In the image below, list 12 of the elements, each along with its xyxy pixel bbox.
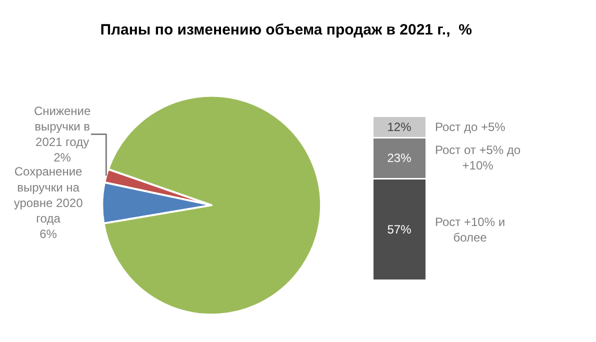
series-label: Рост +10% и более: [435, 215, 506, 245]
pie-slice: [102, 94, 322, 316]
data-label: 6%: [40, 227, 58, 242]
data-label: 2%: [54, 150, 72, 165]
chart-title: Планы по изменению объема продаж в 2021 г., %: [100, 21, 472, 38]
series-label: Рост от +5% до +10%: [435, 143, 521, 173]
series-label: Рост до +5%: [435, 120, 506, 134]
data-label: 57%: [387, 222, 412, 237]
slice-label: Снижение выручки в 2021 году: [34, 104, 91, 150]
data-label: 23%: [387, 151, 412, 166]
data-label: 12%: [387, 120, 412, 134]
slice-label: Сохранение выручки на уровне 2020 года: [14, 164, 84, 226]
